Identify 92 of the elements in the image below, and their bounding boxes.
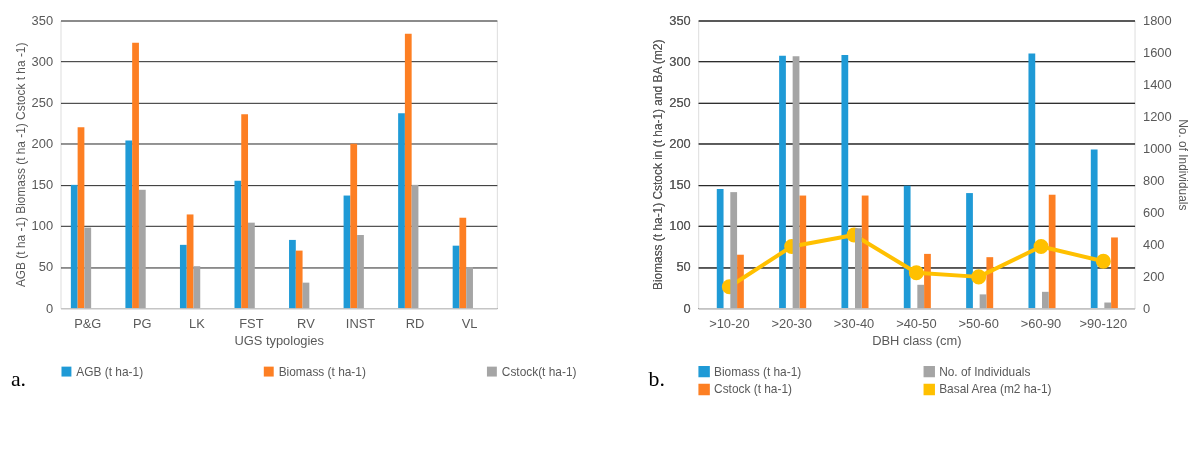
x-axis-title: UGS typologies <box>234 333 324 349</box>
y-tick-label: 0 <box>683 300 691 316</box>
y2-tick-label: 1000 <box>1142 140 1172 156</box>
y-axis-title: AGB (t ha -1) Biomass (t ha -1) Cstock t ha -1) <box>13 42 28 288</box>
bar <box>179 244 187 309</box>
point <box>1033 238 1049 254</box>
bar <box>730 192 738 309</box>
legend-label: Cstock (t ha-1) <box>714 382 793 397</box>
x-tick-label: >30-40 <box>833 316 875 332</box>
y-axis-title: Biomass (t ha-1) Cstock in (t ha-1) and BA (m2) <box>651 39 666 291</box>
bar <box>1104 302 1112 309</box>
bar <box>193 266 201 309</box>
bar <box>1048 194 1056 309</box>
point <box>1095 253 1111 269</box>
text: a. <box>10 367 27 392</box>
x-tick-label: >40-50 <box>896 316 937 332</box>
bar <box>903 185 911 309</box>
bar <box>1042 291 1049 309</box>
bar <box>986 257 994 309</box>
point <box>908 265 924 281</box>
y2-tick-label: 400 <box>1142 236 1165 252</box>
y2-axis-title: No. of Individuals <box>1175 119 1190 211</box>
x-tick-label: >50-60 <box>958 316 999 332</box>
bar <box>350 143 358 309</box>
x-tick-label: RV <box>297 316 316 332</box>
y-tick-label: 250 <box>31 95 54 111</box>
y-tick-label: 300 <box>669 54 691 70</box>
x-tick-label: PG <box>133 316 152 332</box>
bar <box>979 294 987 309</box>
bar <box>125 140 133 309</box>
x-tick-label: >90-120 <box>1079 316 1128 332</box>
y-tick-label: 150 <box>31 177 54 193</box>
y-tick-label: 0 <box>45 300 54 316</box>
y-tick-label: 200 <box>31 136 54 152</box>
x-tick-label: >20-30 <box>771 316 812 332</box>
bar <box>466 267 473 309</box>
y-tick-label: 200 <box>669 136 691 152</box>
y2-tick-label: 1600 <box>1142 44 1172 60</box>
y-tick-label: 50 <box>676 259 691 275</box>
bar <box>398 113 405 309</box>
bar <box>241 114 249 309</box>
y2-tick-label: 0 <box>1142 300 1151 316</box>
x-tick-label: >60-90 <box>1020 316 1062 332</box>
y-tick-label: 300 <box>31 54 54 70</box>
bar <box>1090 149 1098 309</box>
bar <box>779 55 786 309</box>
x-tick-label: P&G <box>74 316 102 332</box>
y-tick-label: 350 <box>669 12 691 28</box>
x-tick-label: VL <box>461 316 478 332</box>
bar <box>1111 237 1118 309</box>
bar <box>966 193 973 309</box>
legend-label: AGB (t ha-1) <box>76 364 144 379</box>
x-tick-label: LK <box>188 316 206 332</box>
y-tick-label: 150 <box>669 177 691 193</box>
y-tick-label: 50 <box>38 259 54 275</box>
bar <box>841 55 849 309</box>
y-tick-label: 250 <box>669 95 691 111</box>
point <box>971 269 987 285</box>
bar <box>404 33 412 309</box>
y2-tick-label: 800 <box>1142 172 1165 188</box>
legend-label: Biomass (t ha-1) <box>278 364 366 379</box>
bar <box>132 42 139 309</box>
bar <box>70 184 78 309</box>
x-tick-label: INST <box>345 316 376 332</box>
y-tick-label: 100 <box>31 218 54 234</box>
bar <box>289 239 296 309</box>
x-tick-label: >10-20 <box>709 316 750 332</box>
legend-label: Cstock(t ha-1) <box>501 364 577 379</box>
bar <box>716 188 724 309</box>
bar <box>138 189 146 309</box>
y2-tick-label: 200 <box>1142 268 1165 284</box>
y2-tick-label: 1800 <box>1142 12 1172 28</box>
bar <box>357 234 364 309</box>
x-tick-label: FST <box>239 316 264 332</box>
bar <box>1028 53 1036 309</box>
text: b. <box>648 367 665 392</box>
y2-tick-label: 600 <box>1142 204 1165 220</box>
y2-tick-label: 1400 <box>1142 76 1172 92</box>
bar <box>248 222 255 309</box>
y-tick-label: 100 <box>669 218 691 234</box>
bar <box>234 180 242 309</box>
bar <box>295 250 303 309</box>
bar <box>924 253 931 309</box>
legend-label: No. of Individuals <box>939 364 1031 379</box>
bar <box>459 217 467 309</box>
x-axis-title: DBH class (cm) <box>872 333 962 349</box>
x-tick-label: RD <box>405 316 425 332</box>
y-tick-label: 350 <box>31 12 54 28</box>
legend-label: Basal Area (m2 ha-1) <box>939 382 1052 397</box>
bar <box>84 227 92 309</box>
legend-label: Biomass (t ha-1) <box>714 364 802 379</box>
y2-tick-label: 1200 <box>1142 108 1172 124</box>
